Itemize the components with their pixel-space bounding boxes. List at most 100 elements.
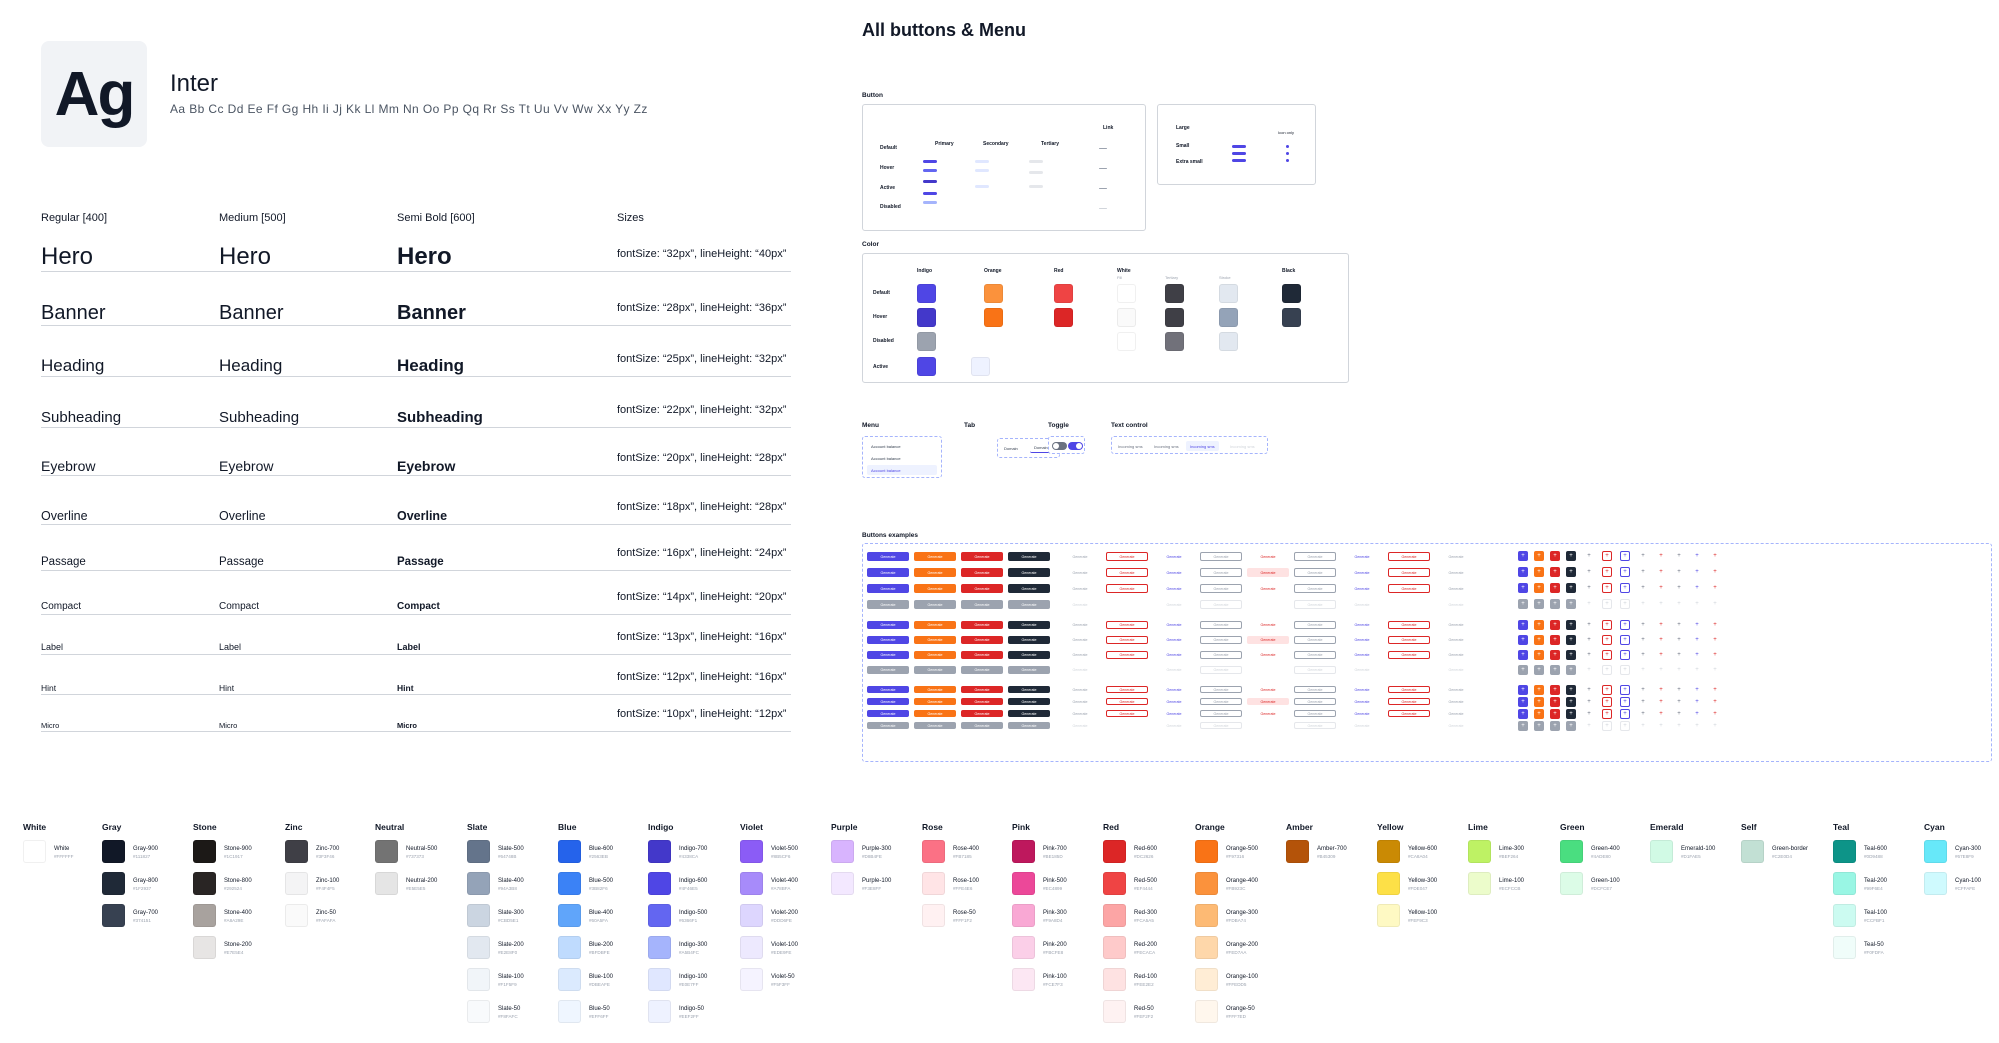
example-outline-button[interactable]: Generate <box>1435 651 1477 659</box>
plus-icon[interactable]: + <box>1518 551 1528 561</box>
plus-icon[interactable]: + <box>1602 650 1612 660</box>
plus-icon[interactable]: + <box>1587 723 1591 729</box>
example-solid-button[interactable]: Generate <box>961 600 1003 609</box>
plus-icon[interactable]: + <box>1641 652 1645 658</box>
icon-only-small[interactable] <box>1286 152 1289 155</box>
example-solid-button[interactable]: Generate <box>1008 722 1050 729</box>
example-solid-button[interactable]: Generate <box>1008 552 1050 561</box>
plus-icon[interactable]: + <box>1620 567 1630 577</box>
plus-icon[interactable]: + <box>1587 699 1591 705</box>
plus-icon[interactable]: + <box>1659 652 1663 658</box>
plus-icon[interactable]: + <box>1566 650 1576 660</box>
plus-icon[interactable]: + <box>1695 622 1699 628</box>
plus-icon[interactable]: + <box>1602 551 1612 561</box>
example-solid-button[interactable]: Generate <box>961 722 1003 729</box>
plus-icon[interactable]: + <box>1677 652 1681 658</box>
example-outline-button[interactable]: Generate <box>1200 710 1242 717</box>
example-outline-button[interactable]: Generate <box>1106 621 1148 629</box>
plus-icon[interactable]: + <box>1518 721 1528 731</box>
plus-icon[interactable]: + <box>1587 553 1591 559</box>
plus-icon[interactable]: + <box>1641 569 1645 575</box>
example-outline-button[interactable]: Generate <box>1059 666 1101 674</box>
example-solid-button[interactable]: Generate <box>914 666 956 674</box>
example-outline-button[interactable]: Generate <box>1200 552 1242 561</box>
example-outline-button[interactable]: Generate <box>1294 710 1336 717</box>
plus-icon[interactable]: + <box>1534 709 1544 719</box>
plus-icon[interactable]: + <box>1550 650 1560 660</box>
plus-icon[interactable]: + <box>1641 667 1645 673</box>
example-solid-button[interactable]: Generate <box>914 651 956 659</box>
plus-icon[interactable]: + <box>1695 711 1699 717</box>
example-outline-button[interactable]: Generate <box>1294 666 1336 674</box>
plus-icon[interactable]: + <box>1518 635 1528 645</box>
example-outline-button[interactable]: Generate <box>1294 621 1336 629</box>
example-outline-button[interactable]: Generate <box>1200 651 1242 659</box>
example-solid-button[interactable]: Generate <box>867 636 909 644</box>
example-solid-button[interactable]: Generate <box>961 552 1003 561</box>
example-outline-button[interactable]: Generate <box>1106 636 1148 644</box>
example-solid-button[interactable]: Generate <box>961 698 1003 705</box>
plus-icon[interactable]: + <box>1550 599 1560 609</box>
plus-icon[interactable]: + <box>1602 709 1612 719</box>
example-outline-button[interactable]: Generate <box>1341 710 1383 717</box>
plus-icon[interactable]: + <box>1713 622 1717 628</box>
example-outline-button[interactable]: Generate <box>1153 651 1195 659</box>
example-outline-button[interactable]: Generate <box>1200 600 1242 609</box>
example-outline-button[interactable]: Generate <box>1247 552 1289 561</box>
plus-icon[interactable]: + <box>1695 667 1699 673</box>
example-solid-button[interactable]: Generate <box>914 584 956 593</box>
icon-only-large[interactable] <box>1286 145 1289 148</box>
example-outline-button[interactable]: Generate <box>1435 621 1477 629</box>
example-solid-button[interactable]: Generate <box>867 584 909 593</box>
plus-icon[interactable]: + <box>1695 723 1699 729</box>
example-solid-button[interactable]: Generate <box>1008 710 1050 717</box>
example-outline-button[interactable]: Generate <box>1388 710 1430 717</box>
example-outline-button[interactable]: Generate <box>1435 698 1477 705</box>
plus-icon[interactable]: + <box>1620 620 1630 630</box>
example-solid-button[interactable]: Generate <box>1008 600 1050 609</box>
plus-icon[interactable]: + <box>1550 551 1560 561</box>
plus-icon[interactable]: + <box>1550 665 1560 675</box>
plus-icon[interactable]: + <box>1713 699 1717 705</box>
example-outline-button[interactable]: Generate <box>1388 636 1430 644</box>
example-outline-button[interactable]: Generate <box>1435 686 1477 693</box>
plus-icon[interactable]: + <box>1641 711 1645 717</box>
example-outline-button[interactable]: Generate <box>1059 584 1101 593</box>
plus-icon[interactable]: + <box>1534 665 1544 675</box>
plus-icon[interactable]: + <box>1659 622 1663 628</box>
plus-icon[interactable]: + <box>1566 665 1576 675</box>
example-outline-button[interactable]: Generate <box>1200 722 1242 729</box>
plus-icon[interactable]: + <box>1695 637 1699 643</box>
plus-icon[interactable]: + <box>1587 652 1591 658</box>
example-outline-button[interactable]: Generate <box>1294 698 1336 705</box>
plus-icon[interactable]: + <box>1659 585 1663 591</box>
tab-2[interactable]: Domain <box>1030 443 1052 453</box>
example-solid-button[interactable]: Generate <box>1008 686 1050 693</box>
plus-icon[interactable]: + <box>1587 687 1591 693</box>
example-outline-button[interactable]: Generate <box>1153 698 1195 705</box>
plus-icon[interactable]: + <box>1550 697 1560 707</box>
plus-icon[interactable]: + <box>1566 709 1576 719</box>
example-outline-button[interactable]: Generate <box>1247 568 1289 577</box>
plus-icon[interactable]: + <box>1534 697 1544 707</box>
example-outline-button[interactable]: Generate <box>1435 568 1477 577</box>
plus-icon[interactable]: + <box>1550 583 1560 593</box>
plus-icon[interactable]: + <box>1518 697 1528 707</box>
plus-icon[interactable]: + <box>1713 553 1717 559</box>
text-control-2[interactable]: Incoming sms <box>1154 443 1179 449</box>
example-solid-button[interactable]: Generate <box>867 722 909 729</box>
example-outline-button[interactable]: Generate <box>1341 584 1383 593</box>
plus-icon[interactable]: + <box>1659 601 1663 607</box>
text-control-1[interactable]: Incoming sms <box>1118 443 1143 449</box>
plus-icon[interactable]: + <box>1534 685 1544 695</box>
example-outline-button[interactable]: Generate <box>1247 621 1289 629</box>
plus-icon[interactable]: + <box>1659 723 1663 729</box>
example-solid-button[interactable]: Generate <box>914 722 956 729</box>
example-solid-button[interactable]: Generate <box>961 568 1003 577</box>
plus-icon[interactable]: + <box>1587 601 1591 607</box>
example-outline-button[interactable]: Generate <box>1435 552 1477 561</box>
example-outline-button[interactable]: Generate <box>1294 722 1336 729</box>
plus-icon[interactable]: + <box>1587 622 1591 628</box>
plus-icon[interactable]: + <box>1620 685 1630 695</box>
plus-icon[interactable]: + <box>1641 687 1645 693</box>
